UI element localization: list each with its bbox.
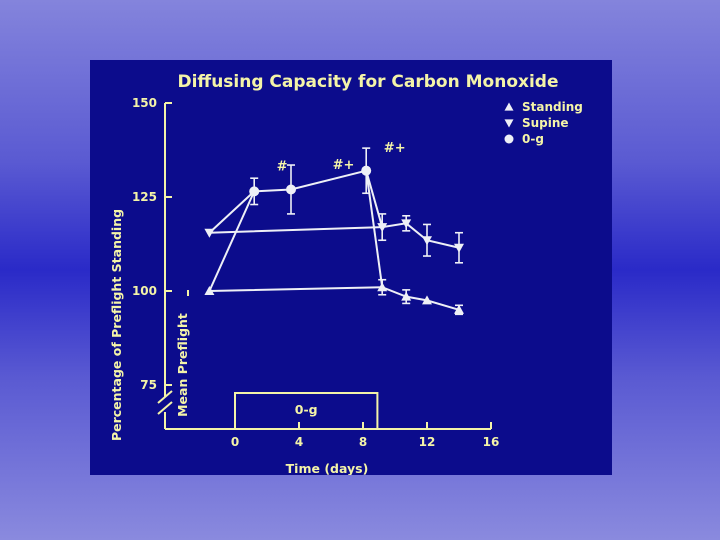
legend-label: 0-g: [522, 132, 544, 146]
legend-marker: [504, 134, 514, 144]
x-tick-label: 4: [295, 435, 303, 449]
legend-marker: [504, 102, 514, 111]
x-tick-label: 0: [231, 435, 239, 449]
series-supine: [204, 213, 464, 264]
y-ticks: 75 100 125 150: [132, 96, 172, 392]
series-line: [209, 286, 460, 311]
data-point: [454, 243, 464, 253]
data-point: [422, 236, 432, 246]
data-point: [286, 184, 296, 195]
chart-title: Diffusing Capacity for Carbon Monoxide: [177, 72, 558, 92]
data-point: [204, 228, 215, 238]
legend-marker: [504, 119, 514, 128]
y-tick-label: 100: [132, 284, 157, 298]
y-tick-label: 125: [132, 190, 157, 204]
annotations: # #+ #+: [277, 141, 406, 175]
x-tick-label: 16: [483, 435, 500, 449]
significance-annotation: #+: [384, 141, 406, 156]
significance-annotation: #+: [333, 158, 355, 173]
data-point: [204, 286, 215, 295]
significance-annotation: #: [277, 160, 288, 175]
data-point: [454, 304, 464, 314]
legend-label: Supine: [522, 116, 569, 130]
data-point: [401, 291, 412, 301]
connector-line: [208, 190, 255, 234]
data-point: [377, 282, 388, 292]
connector-line: [208, 190, 256, 292]
series-line: [209, 222, 460, 249]
data-point: [377, 223, 388, 233]
axis-break-mark: [157, 401, 173, 415]
legend: Standing Supine 0-g: [504, 100, 583, 146]
axes: [157, 103, 491, 430]
data-point: [401, 219, 412, 229]
data-point: [361, 165, 372, 176]
series-line: [254, 169, 367, 193]
connector-line: [365, 170, 384, 228]
zero-g-period-label: 0-g: [295, 402, 318, 417]
y-tick-label: 75: [140, 378, 157, 392]
x-axis-label: Time (days): [286, 461, 369, 475]
plot-area: [204, 147, 464, 316]
series-0-g: [249, 147, 372, 215]
x-tick-label: 8: [359, 435, 367, 449]
y-tick-label: 150: [132, 96, 157, 110]
zero-g-period-box: 0-g: [234, 392, 379, 430]
mean-preflight-label: Mean Preflight: [175, 313, 190, 417]
axis-break-mark: [157, 390, 173, 404]
y-axis-label: Percentage of Preflight Standing: [109, 209, 124, 441]
zero-g-period-rect: [234, 392, 379, 430]
legend-label: Standing: [522, 100, 583, 114]
chart: Diffusing Capacity for Carbon Monoxide 7…: [109, 72, 583, 475]
slide-panel: Diffusing Capacity for Carbon Monoxide 7…: [90, 60, 612, 475]
x-tick-label: 12: [419, 435, 436, 449]
connector-line: [365, 170, 384, 288]
series-standing: [204, 278, 464, 316]
data-point: [249, 186, 260, 197]
x-ticks: 0 4 8 12 16: [231, 422, 500, 449]
data-point: [422, 295, 432, 305]
